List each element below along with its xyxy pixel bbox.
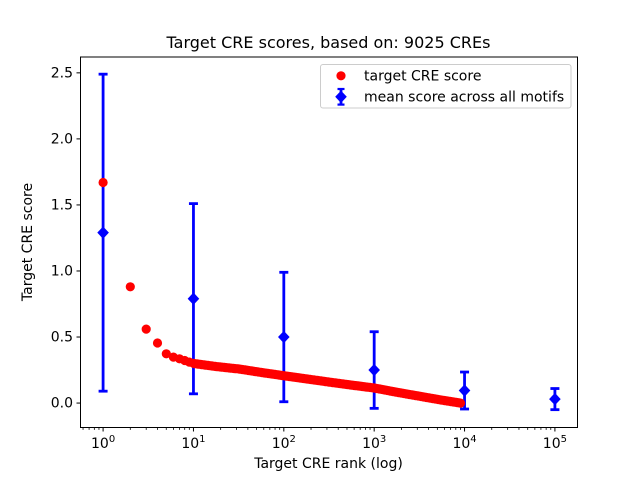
error-bar <box>368 330 380 410</box>
mean-diamond-marker <box>549 392 561 406</box>
x-axis-ticks: 100 101 102 103 104 105 <box>82 427 567 452</box>
legend: target CRE score mean score across all mo… <box>320 64 572 109</box>
y-tick-label: 2.0 <box>51 131 73 147</box>
error-bar <box>278 270 290 404</box>
legend-marker-circle <box>336 71 346 81</box>
x-tick-label: 105 <box>543 434 567 452</box>
x-axis-label: Target CRE rank (log) <box>254 456 403 472</box>
legend-box <box>320 64 572 109</box>
mean-diamond-marker <box>278 330 290 344</box>
x-tick-label: 103 <box>362 434 386 452</box>
x-tick-label: 100 <box>91 434 115 452</box>
y-tick-label: 1.5 <box>51 197 73 213</box>
x-tick-label: 102 <box>272 434 296 452</box>
error-bar <box>97 72 109 393</box>
x-tick-label: 104 <box>452 434 476 452</box>
plot-border <box>80 56 578 428</box>
series-mean-score <box>97 72 561 412</box>
mean-diamond-marker <box>97 226 109 239</box>
y-tick-label: 1.0 <box>51 263 73 279</box>
y-tick-label: 0.5 <box>51 330 73 346</box>
series-target-cre-score <box>98 177 466 408</box>
y-tick-label: 0.0 <box>51 396 73 412</box>
mean-diamond-marker <box>458 384 471 397</box>
x-tick-label: 101 <box>181 434 205 452</box>
y-tick-label: 2.5 <box>51 65 73 81</box>
y-axis-label: Target CRE score <box>20 182 36 302</box>
legend-label-mean-score: mean score across all motifs <box>364 90 564 106</box>
mean-diamond-marker <box>187 292 200 305</box>
y-axis-ticks: 0.0 0.5 1.0 1.5 2.0 2.5 <box>51 65 81 412</box>
legend-marker-diamond <box>335 90 347 103</box>
cre-score-points <box>98 177 466 408</box>
legend-label-target-cre-score: target CRE score <box>364 69 481 85</box>
error-bar <box>549 387 561 412</box>
mean-diamond-marker <box>368 363 380 377</box>
chart-title: Target CRE scores, based on: 9025 CREs <box>166 33 491 52</box>
